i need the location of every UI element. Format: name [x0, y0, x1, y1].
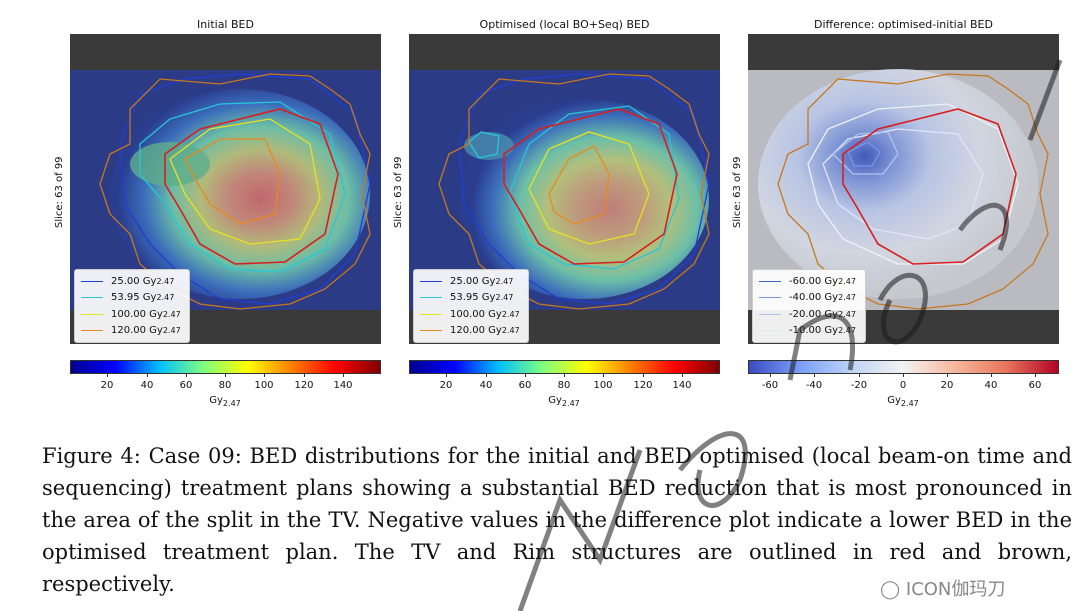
legend-entry: 100.00 Gy 2.47 [81, 306, 183, 323]
colorbar-difference [748, 360, 1059, 374]
colorbar-ticks-initial: 20 40 60 80 100 120 140 [70, 374, 381, 394]
watermark-text: ◯ ICON伽玛刀 [880, 579, 1006, 600]
slice-label-initial: Slice: 63 of 99 [54, 156, 65, 228]
tick-label: 40 [140, 380, 154, 391]
colorbar-label-difference: Gy2.47 [887, 395, 919, 408]
tick-label: 140 [333, 380, 353, 391]
legend-entry: -10.00 Gy 2.47 [759, 323, 859, 340]
tick-label: 120 [294, 380, 314, 391]
colorbar-label-initial: Gy2.47 [209, 395, 241, 408]
colorbar-label-optimised: Gy2.47 [548, 395, 580, 408]
legend-initial: 25.00 Gy 2.47 53.95 Gy 2.47 100.00 Gy 2.47 … [74, 269, 190, 343]
slice-label-difference: Slice: 63 of 99 [732, 156, 743, 228]
wechat-icon: ◯ [880, 579, 901, 600]
bed-map-initial [70, 34, 381, 344]
legend-entry: -20.00 Gy 2.47 [759, 306, 859, 323]
tick-label: -40 [805, 380, 823, 391]
legend-entry: 53.95 Gy 2.47 [81, 290, 183, 307]
tick-label: 40 [479, 380, 493, 391]
legend-entry: 53.95 Gy 2.47 [420, 290, 522, 307]
tick-label: 80 [218, 380, 232, 391]
tick-label: 60 [179, 380, 193, 391]
tick-label: 60 [1028, 380, 1042, 391]
tick-label: 140 [672, 380, 692, 391]
tick-label: -60 [761, 380, 779, 391]
colorbar-optimised [409, 360, 720, 374]
slice-label-optimised: Slice: 63 of 99 [393, 156, 404, 228]
legend-entry: 120.00 Gy 2.47 [420, 323, 522, 340]
panel-title-difference: Difference: optimised-initial BED [814, 18, 993, 31]
legend-entry: -40.00 Gy 2.47 [759, 290, 859, 307]
tick-label: 100 [593, 380, 613, 391]
tick-label: 20 [100, 380, 114, 391]
colorbar-initial [70, 360, 381, 374]
panel-title-optimised: Optimised (local BO+Seq) BED [479, 18, 650, 31]
colorbar-ticks-optimised: 20 40 60 80 100 120 140 [409, 374, 720, 394]
colorbar-ticks-difference: -60 -40 -20 0 20 40 60 [748, 374, 1059, 394]
legend-entry: 120.00 Gy 2.47 [81, 323, 183, 340]
legend-entry: 100.00 Gy 2.47 [420, 306, 522, 323]
tick-label: 60 [518, 380, 532, 391]
legend-entry: 25.00 Gy 2.47 [420, 273, 522, 290]
tick-label: 80 [557, 380, 571, 391]
legend-entry: -60.00 Gy 2.47 [759, 273, 859, 290]
legend-optimised: 25.00 Gy 2.47 53.95 Gy 2.47 100.00 Gy 2.47 … [413, 269, 529, 343]
tick-label: 120 [633, 380, 653, 391]
panel-title-initial: Initial BED [197, 18, 254, 31]
legend-difference: -60.00 Gy 2.47 -40.00 Gy 2.47 -20.00 Gy 2.4… [752, 269, 866, 343]
tick-label: 20 [940, 380, 954, 391]
legend-entry: 25.00 Gy 2.47 [81, 273, 183, 290]
tick-label: 20 [439, 380, 453, 391]
tick-label: -20 [850, 380, 868, 391]
tick-label: 40 [984, 380, 998, 391]
tick-label: 100 [254, 380, 274, 391]
tick-label: 0 [899, 380, 907, 391]
